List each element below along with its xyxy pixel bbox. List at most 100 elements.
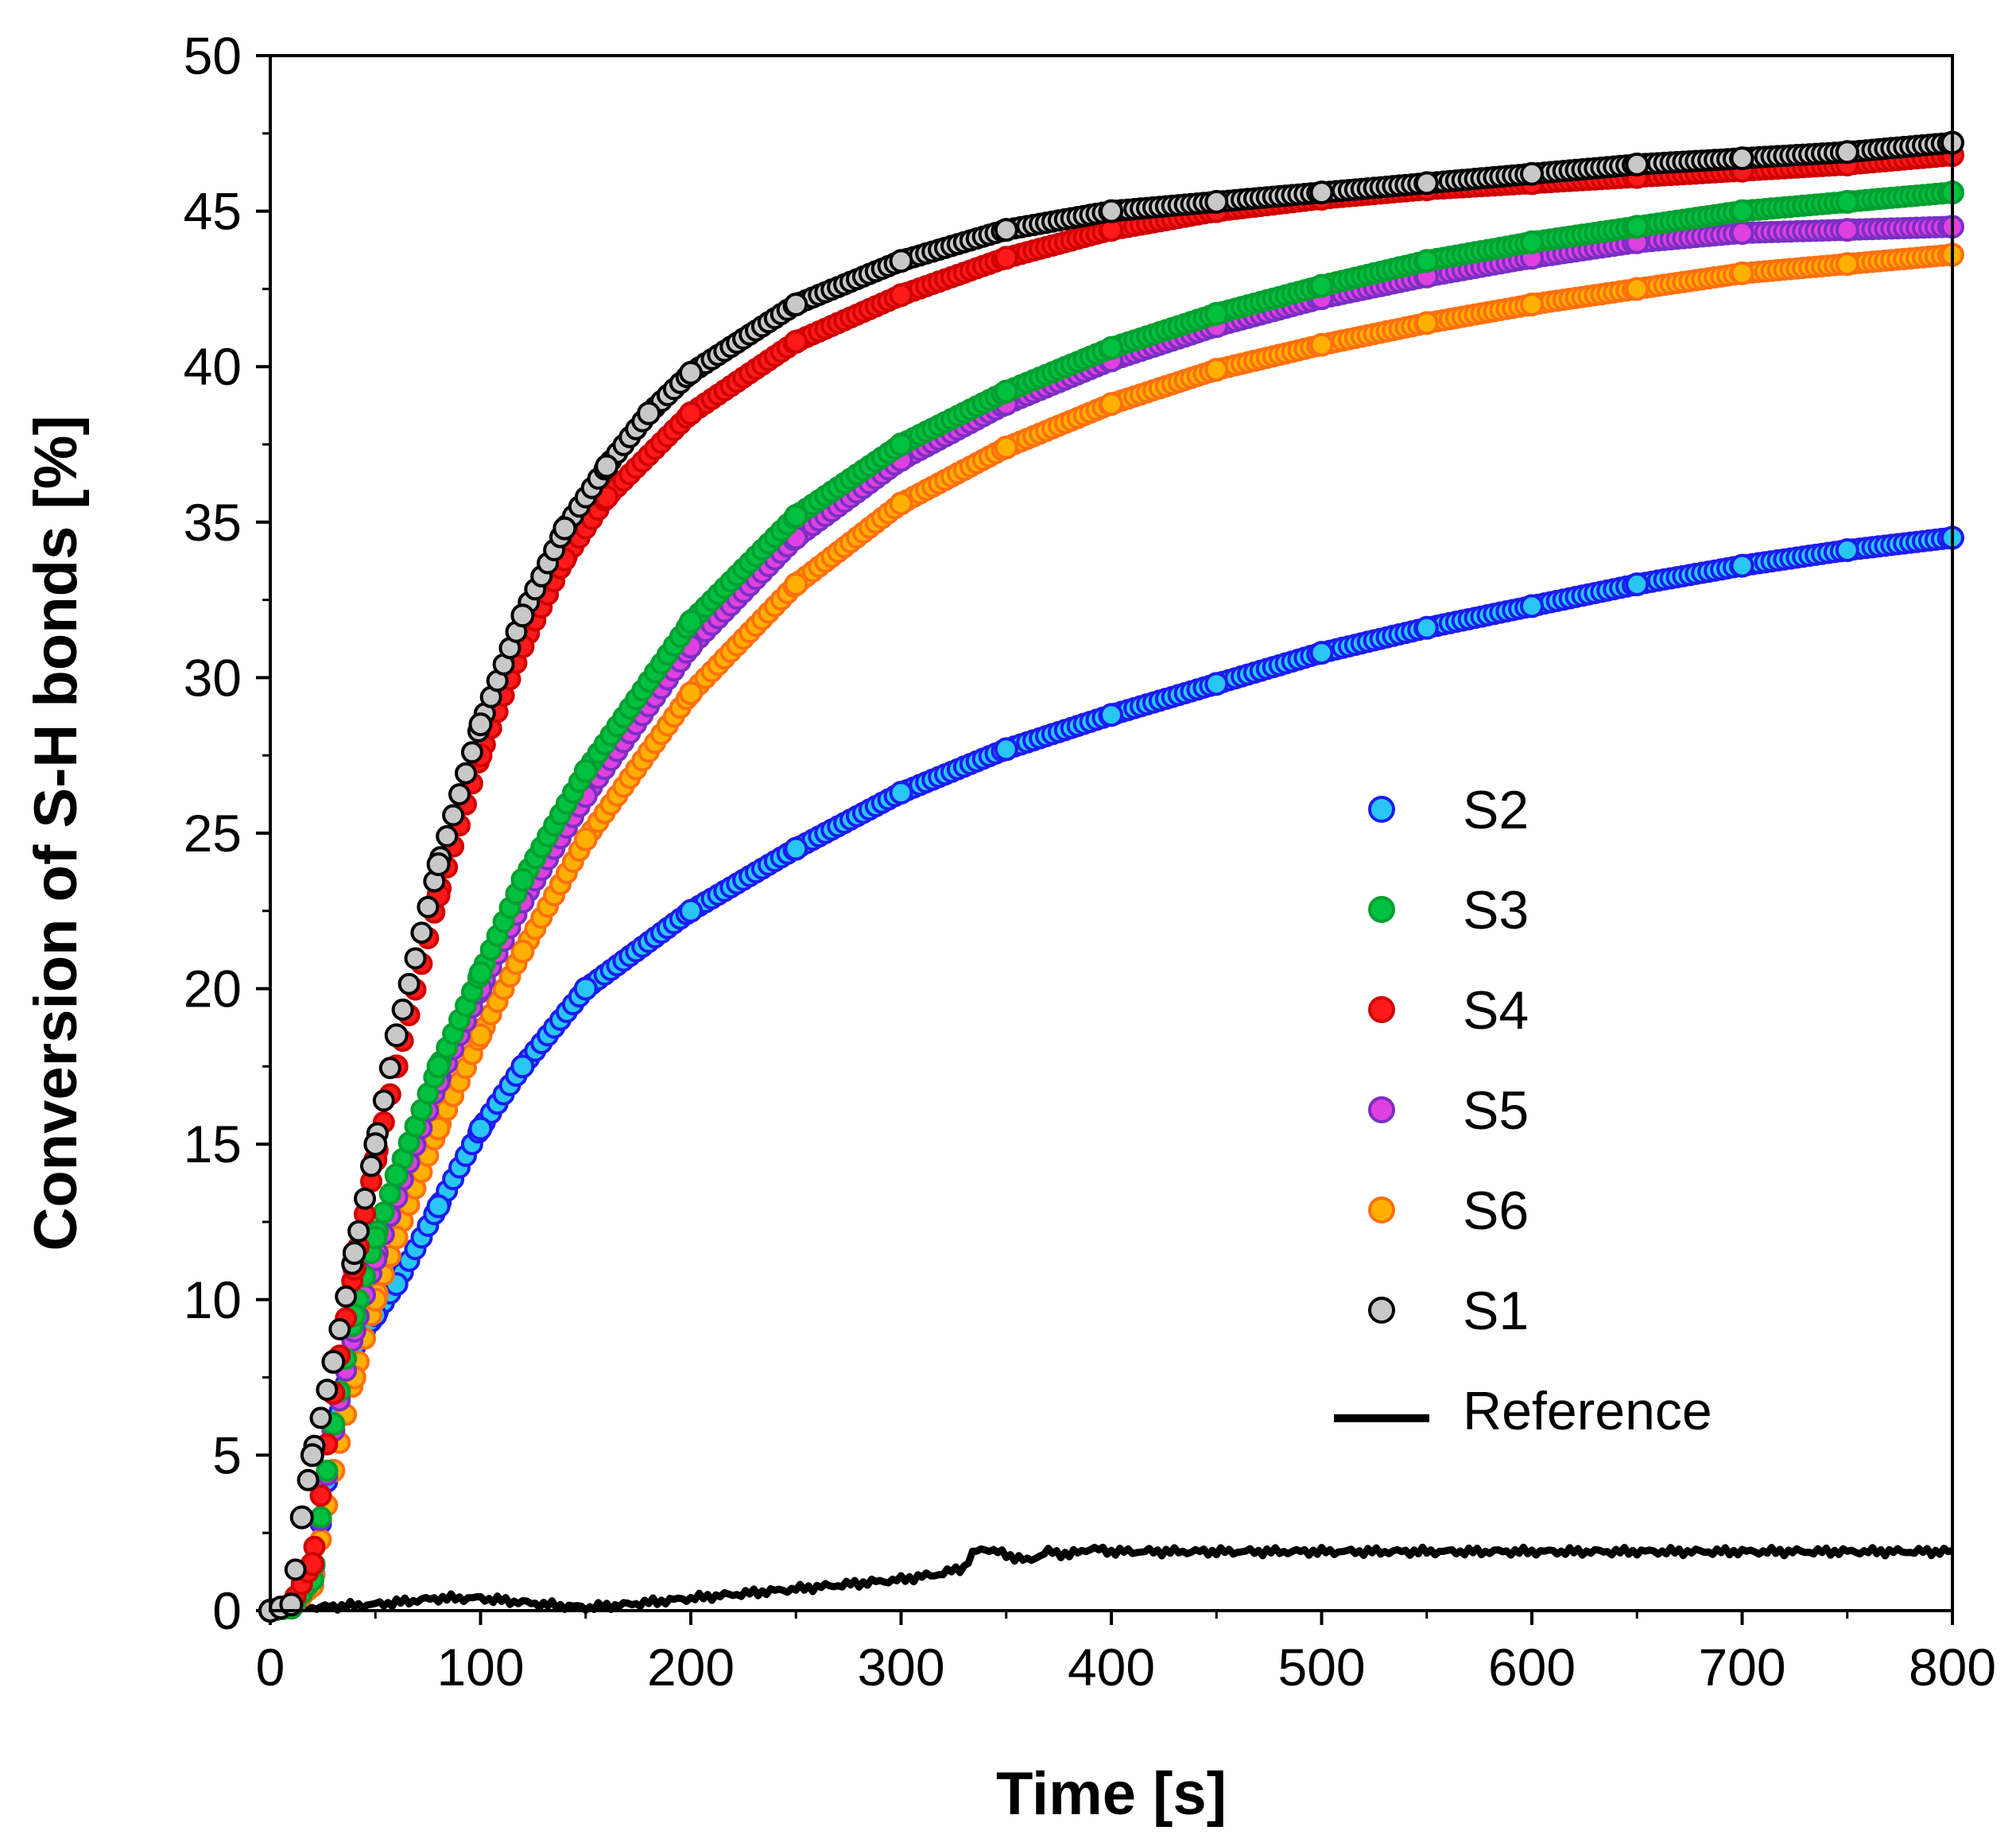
data-point-s2 — [994, 737, 1018, 762]
point-s1 — [354, 1187, 376, 1210]
data-point-s3 — [1309, 273, 1334, 298]
data-point-s3 — [1835, 189, 1859, 214]
data-point-s3 — [784, 504, 808, 528]
data-point-s3 — [384, 1163, 409, 1188]
data-point-s3 — [1625, 215, 1650, 239]
data-point-s2 — [679, 898, 703, 923]
legend-label: S6 — [1463, 1181, 1529, 1241]
y-tick-label: 40 — [184, 337, 242, 396]
data-point-s1 — [321, 1350, 346, 1374]
data-point-s4 — [889, 283, 913, 308]
x-tick-label: 300 — [857, 1638, 944, 1697]
point-s3 — [372, 1201, 395, 1224]
data-point-s3 — [1730, 199, 1754, 223]
point-s3 — [316, 1460, 339, 1482]
data-point-s1 — [1414, 171, 1439, 196]
data-point-s2 — [1835, 538, 1859, 562]
data-point-s3 — [468, 961, 493, 985]
data-point-s1 — [1309, 180, 1334, 205]
point-s1 — [284, 1558, 307, 1581]
data-point-s2 — [1414, 615, 1439, 640]
y-tick-label: 35 — [184, 493, 242, 552]
point-s3 — [309, 1506, 332, 1529]
data-point-s6 — [889, 491, 913, 516]
legend-marker-swatch — [1368, 1196, 1395, 1223]
data-point-s6 — [1204, 358, 1229, 382]
data-point-s1 — [889, 249, 913, 273]
point-s1 — [297, 1468, 320, 1491]
data-point-s4 — [679, 401, 703, 425]
legend-label: Reference — [1463, 1381, 1712, 1441]
data-point-s2 — [1730, 553, 1754, 578]
data-point-s3 — [679, 610, 703, 634]
data-point-s1 — [289, 1505, 314, 1530]
data-point-s3 — [889, 432, 913, 456]
point-s4 — [309, 1484, 332, 1507]
data-point-s3 — [426, 1054, 451, 1079]
data-point-s1 — [1204, 189, 1229, 214]
point-s1 — [448, 783, 471, 806]
x-tick-label: 0 — [256, 1638, 285, 1697]
x-tick-label: 400 — [1068, 1638, 1155, 1697]
data-point-s5 — [1730, 221, 1754, 245]
point-s1 — [372, 1089, 395, 1112]
point-s1 — [455, 762, 477, 785]
legend-label: S5 — [1463, 1080, 1529, 1141]
data-point-s1 — [552, 516, 577, 541]
data-point-s2 — [426, 1194, 451, 1219]
y-tick-label: 25 — [184, 804, 242, 863]
legend-item-s6: S6 — [1368, 1181, 1529, 1241]
point-s1 — [391, 999, 414, 1021]
y-tick-label: 0 — [212, 1581, 242, 1640]
point-s1 — [404, 947, 427, 970]
data-point-s1 — [679, 361, 703, 385]
legend: S2 S3 S4 S5 S6 S1 Reference — [1334, 780, 1712, 1441]
data-point-s2 — [510, 1054, 535, 1079]
point-s1 — [378, 1057, 401, 1080]
series-reference — [269, 1543, 1954, 1615]
x-tick-label: 100 — [436, 1638, 524, 1697]
legend-label: S1 — [1463, 1281, 1529, 1341]
point-s1 — [460, 741, 483, 764]
data-point-s1 — [468, 712, 493, 737]
data-point-s1 — [510, 603, 535, 628]
legend-item-s1: S1 — [1368, 1281, 1529, 1341]
data-point-s6 — [1414, 311, 1439, 335]
data-point-s6 — [1730, 261, 1754, 285]
y-tick-label: 50 — [184, 26, 242, 85]
x-tick-label: 200 — [647, 1638, 735, 1697]
data-point-s2 — [889, 781, 913, 805]
legend-marker-swatch — [1368, 1297, 1395, 1324]
point-s1 — [436, 824, 459, 847]
data-point-s3 — [1414, 249, 1439, 273]
data-point-s2 — [1099, 703, 1123, 727]
point-s1 — [442, 804, 465, 827]
data-point-s1 — [426, 852, 451, 877]
data-point-s6 — [1520, 293, 1544, 316]
legend-marker-swatch — [1368, 896, 1395, 923]
data-point-s6 — [573, 827, 598, 851]
point-s1 — [360, 1154, 382, 1177]
legend-item-reference: Reference — [1334, 1381, 1712, 1441]
data-point-s6 — [510, 939, 535, 964]
point-s1 — [347, 1220, 370, 1243]
legend-marker-swatch — [1368, 996, 1395, 1023]
data-point-s1 — [363, 1132, 388, 1157]
data-point-s6 — [1835, 252, 1859, 277]
legend-item-s3: S3 — [1368, 880, 1529, 940]
data-point-s1 — [342, 1241, 366, 1266]
data-point-s1 — [784, 293, 808, 316]
data-point-s1 — [637, 401, 661, 425]
point-s1 — [417, 895, 440, 918]
x-tick-label: 600 — [1488, 1638, 1576, 1697]
data-point-s6 — [1309, 332, 1334, 357]
data-point-s2 — [784, 836, 808, 861]
legend-marker-swatch — [1368, 796, 1395, 823]
data-point-s3 — [1099, 335, 1123, 360]
data-point-s5 — [1835, 218, 1859, 242]
legend-item-s2: S2 — [1368, 780, 1529, 840]
legend-item-s5: S5 — [1368, 1080, 1529, 1141]
data-point-s2 — [1520, 594, 1544, 619]
